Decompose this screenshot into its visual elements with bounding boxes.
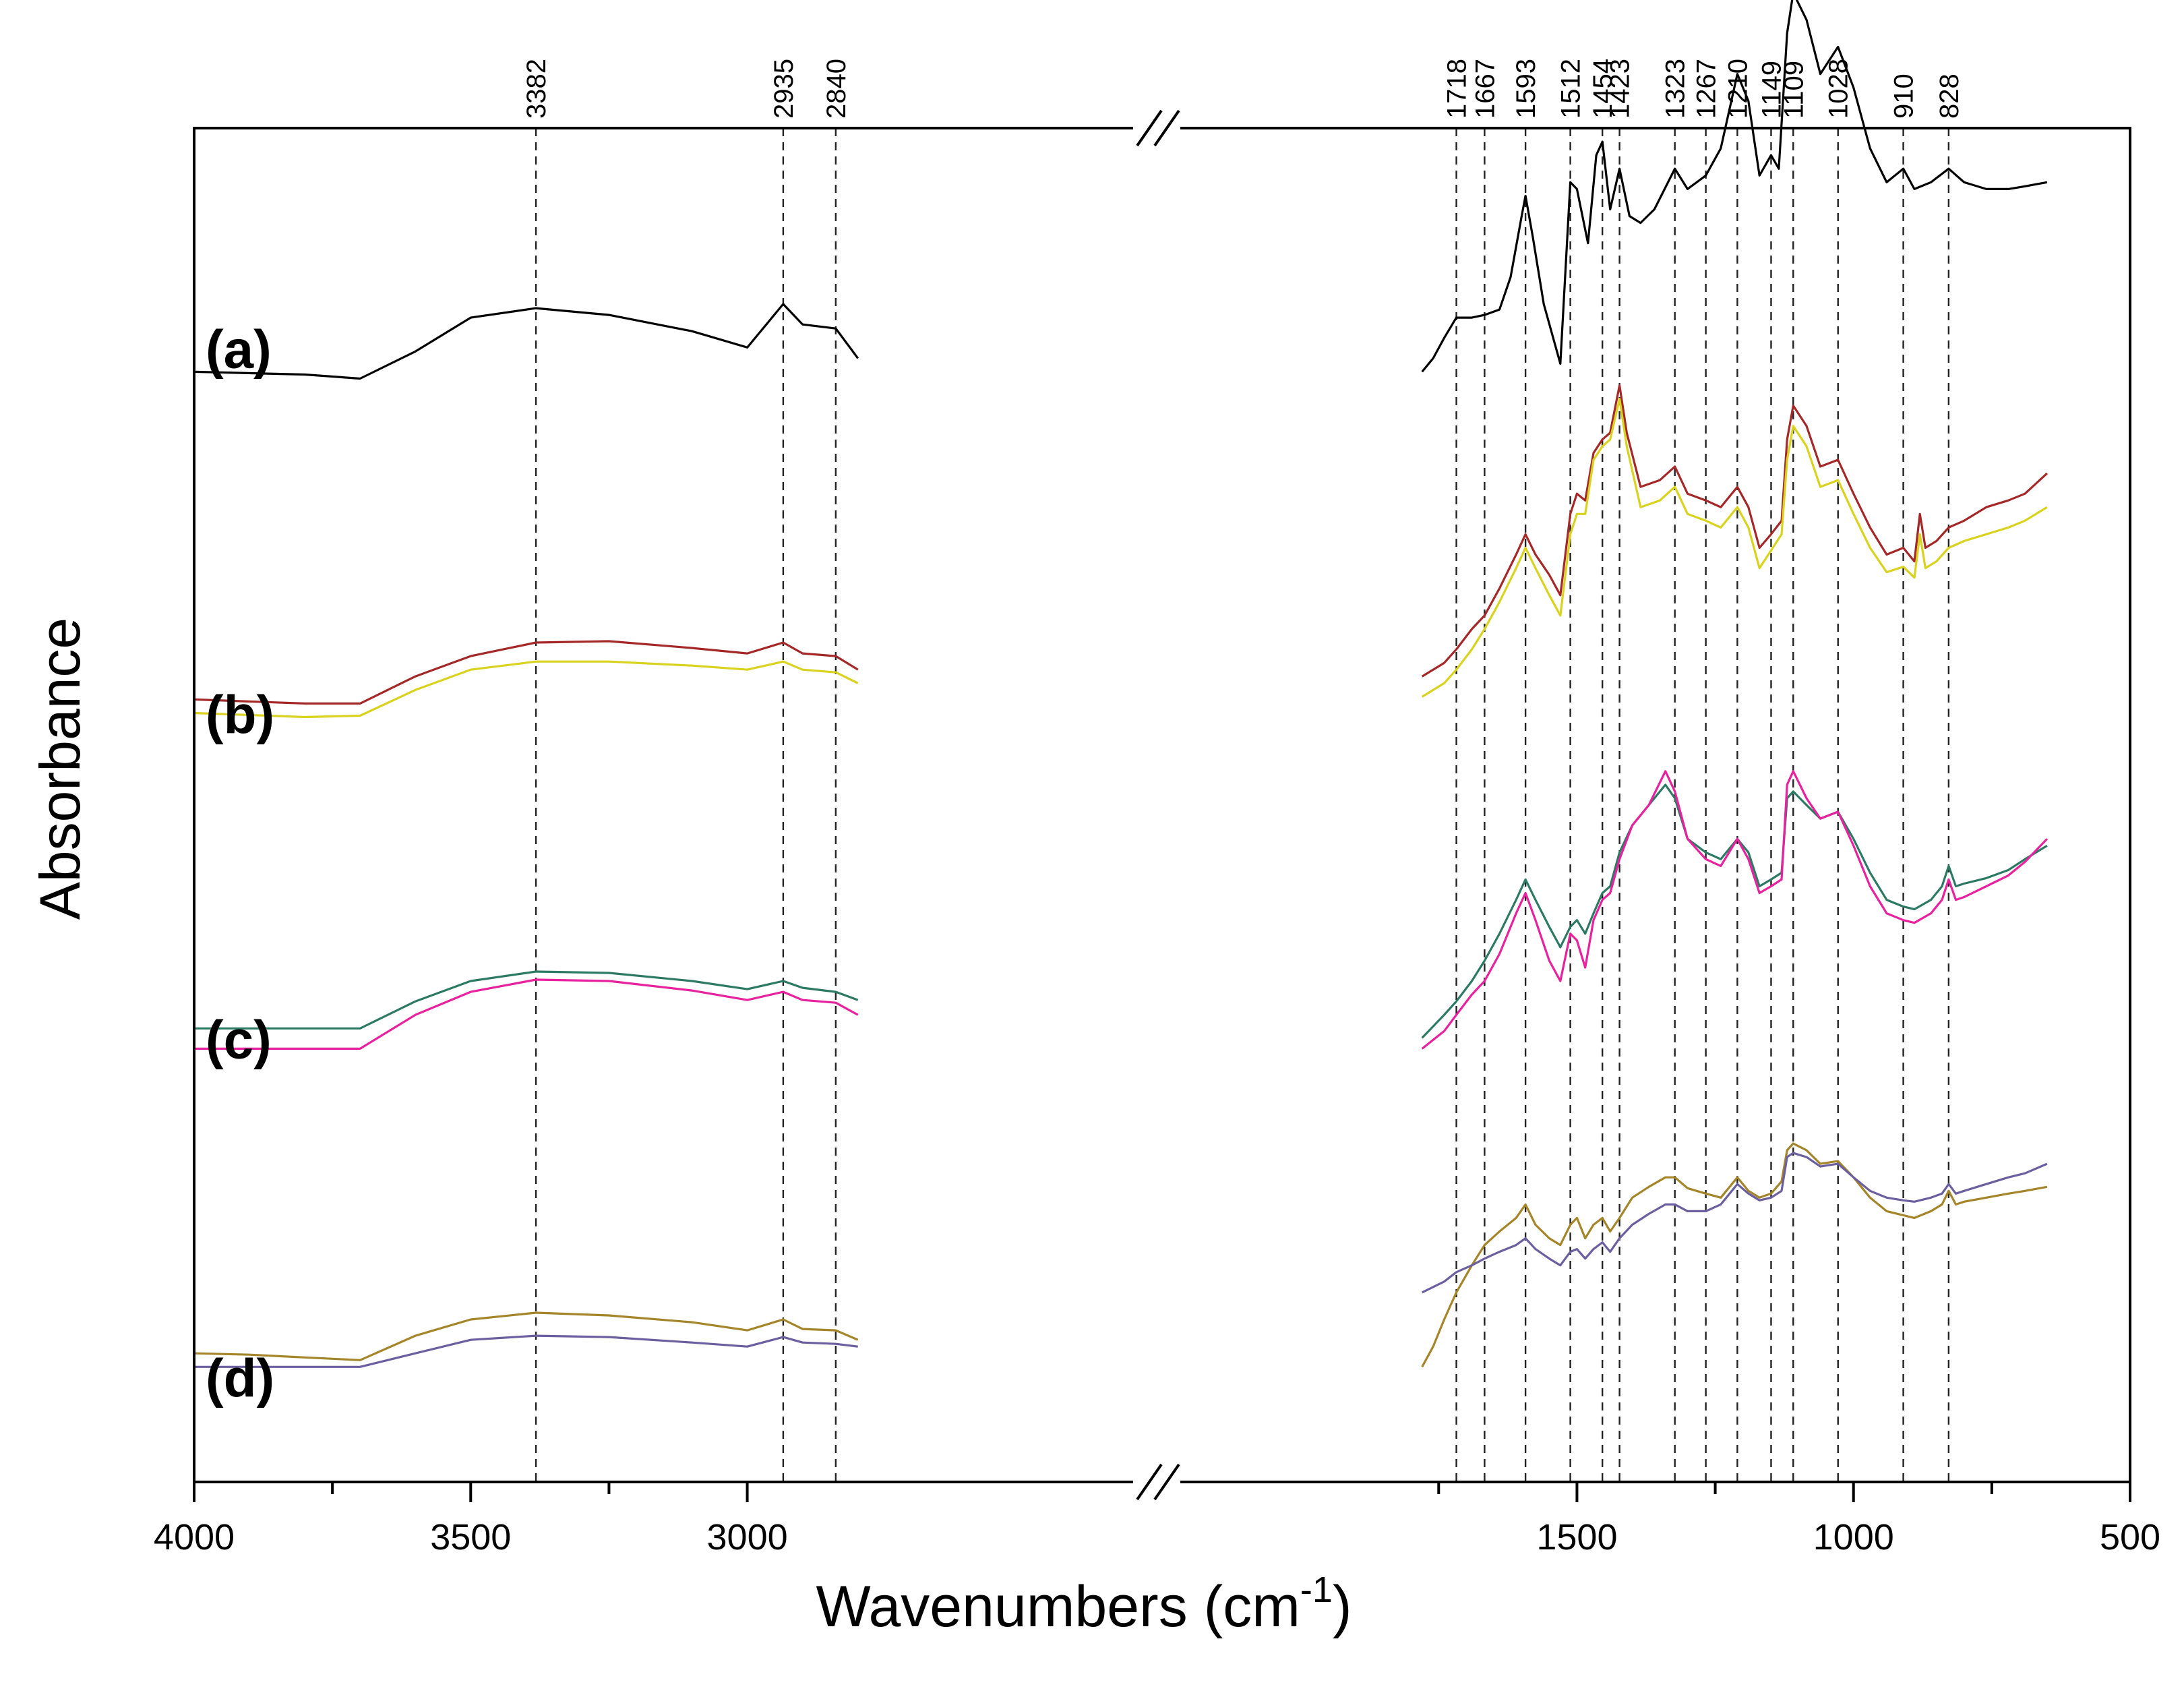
plot-frame <box>193 127 2131 1483</box>
reference-label-1454: 1454 <box>1588 59 1618 119</box>
spectrum-a-0-high <box>193 303 859 380</box>
x-tick-label-3000: 3000 <box>707 1517 788 1557</box>
spectrum-c-3-fingerprint <box>1421 783 2048 1039</box>
spectrum-d-5-fingerprint <box>1421 1142 2048 1368</box>
reference-lines <box>535 128 1950 1482</box>
reference-label-3382: 3382 <box>522 59 551 119</box>
axis-break-gap <box>1133 120 1180 136</box>
reference-label-1593: 1593 <box>1511 59 1541 119</box>
spectra <box>193 0 2049 1368</box>
spectrum-b-1-fingerprint <box>1421 384 2048 678</box>
axis-break-slash <box>1153 1463 1180 1501</box>
reference-label-2935: 2935 <box>769 59 799 119</box>
axis-break-slash <box>1136 1463 1163 1501</box>
spectrum-d-6-high <box>194 1334 858 1368</box>
x-tick-label-3500: 3500 <box>430 1517 511 1557</box>
x-tick-label-500: 500 <box>2100 1517 2160 1557</box>
x-tick-label-1000: 1000 <box>1813 1517 1894 1557</box>
spectrum-b-2-fingerprint <box>1421 397 2048 698</box>
y-axis-label: Absorbance <box>28 618 92 920</box>
reference-label-1718: 1718 <box>1443 59 1472 119</box>
spectrum-c-4-high <box>194 978 859 1050</box>
reference-label-1667: 1667 <box>1470 59 1500 119</box>
reference-label-1210: 1210 <box>1723 59 1753 119</box>
x-axis-label: Wavenumbers (cm-1) <box>816 1570 1352 1639</box>
spectrum-d-6-fingerprint <box>1421 1152 2048 1294</box>
x-tick-label-1500: 1500 <box>1536 1517 1617 1557</box>
panel-label-a: (a) <box>206 319 272 379</box>
axis-break-gap <box>1133 1474 1180 1490</box>
spectrum-d-5-high <box>193 1311 859 1361</box>
reference-label-1323: 1323 <box>1661 59 1691 119</box>
x-axis-ticks: 4000 3500 3000 1500 1000 500 <box>154 1482 2160 1557</box>
spectrum-c-4-fingerprint <box>1421 770 2049 1050</box>
axis-break-slash <box>1153 109 1180 147</box>
panel-label-d: (d) <box>206 1348 274 1408</box>
axis-break-slash <box>1136 109 1163 147</box>
reference-label-1423: 1423 <box>1606 59 1635 119</box>
reference-label-1267: 1267 <box>1692 59 1722 119</box>
reference-label-1512: 1512 <box>1556 59 1586 119</box>
panel-label-b: (b) <box>206 685 274 745</box>
reference-label-1028: 1028 <box>1824 59 1854 119</box>
spectrum-a-0-fingerprint <box>1421 0 2048 373</box>
x-tick-label-4000: 4000 <box>154 1517 235 1557</box>
spectrum-b-2-high <box>193 660 859 719</box>
axis-break-mark <box>1133 109 1180 1501</box>
spectrum-b-1-high <box>193 640 859 705</box>
reference-label-2840: 2840 <box>822 59 851 119</box>
reference-label-828: 828 <box>1935 73 1964 119</box>
reference-label-910: 910 <box>1889 73 1919 119</box>
panel-labels: (a) (b) (c) (d) <box>206 319 274 1408</box>
panel-label-c: (c) <box>206 1010 272 1070</box>
spectrum-c-3-high <box>194 970 859 1030</box>
